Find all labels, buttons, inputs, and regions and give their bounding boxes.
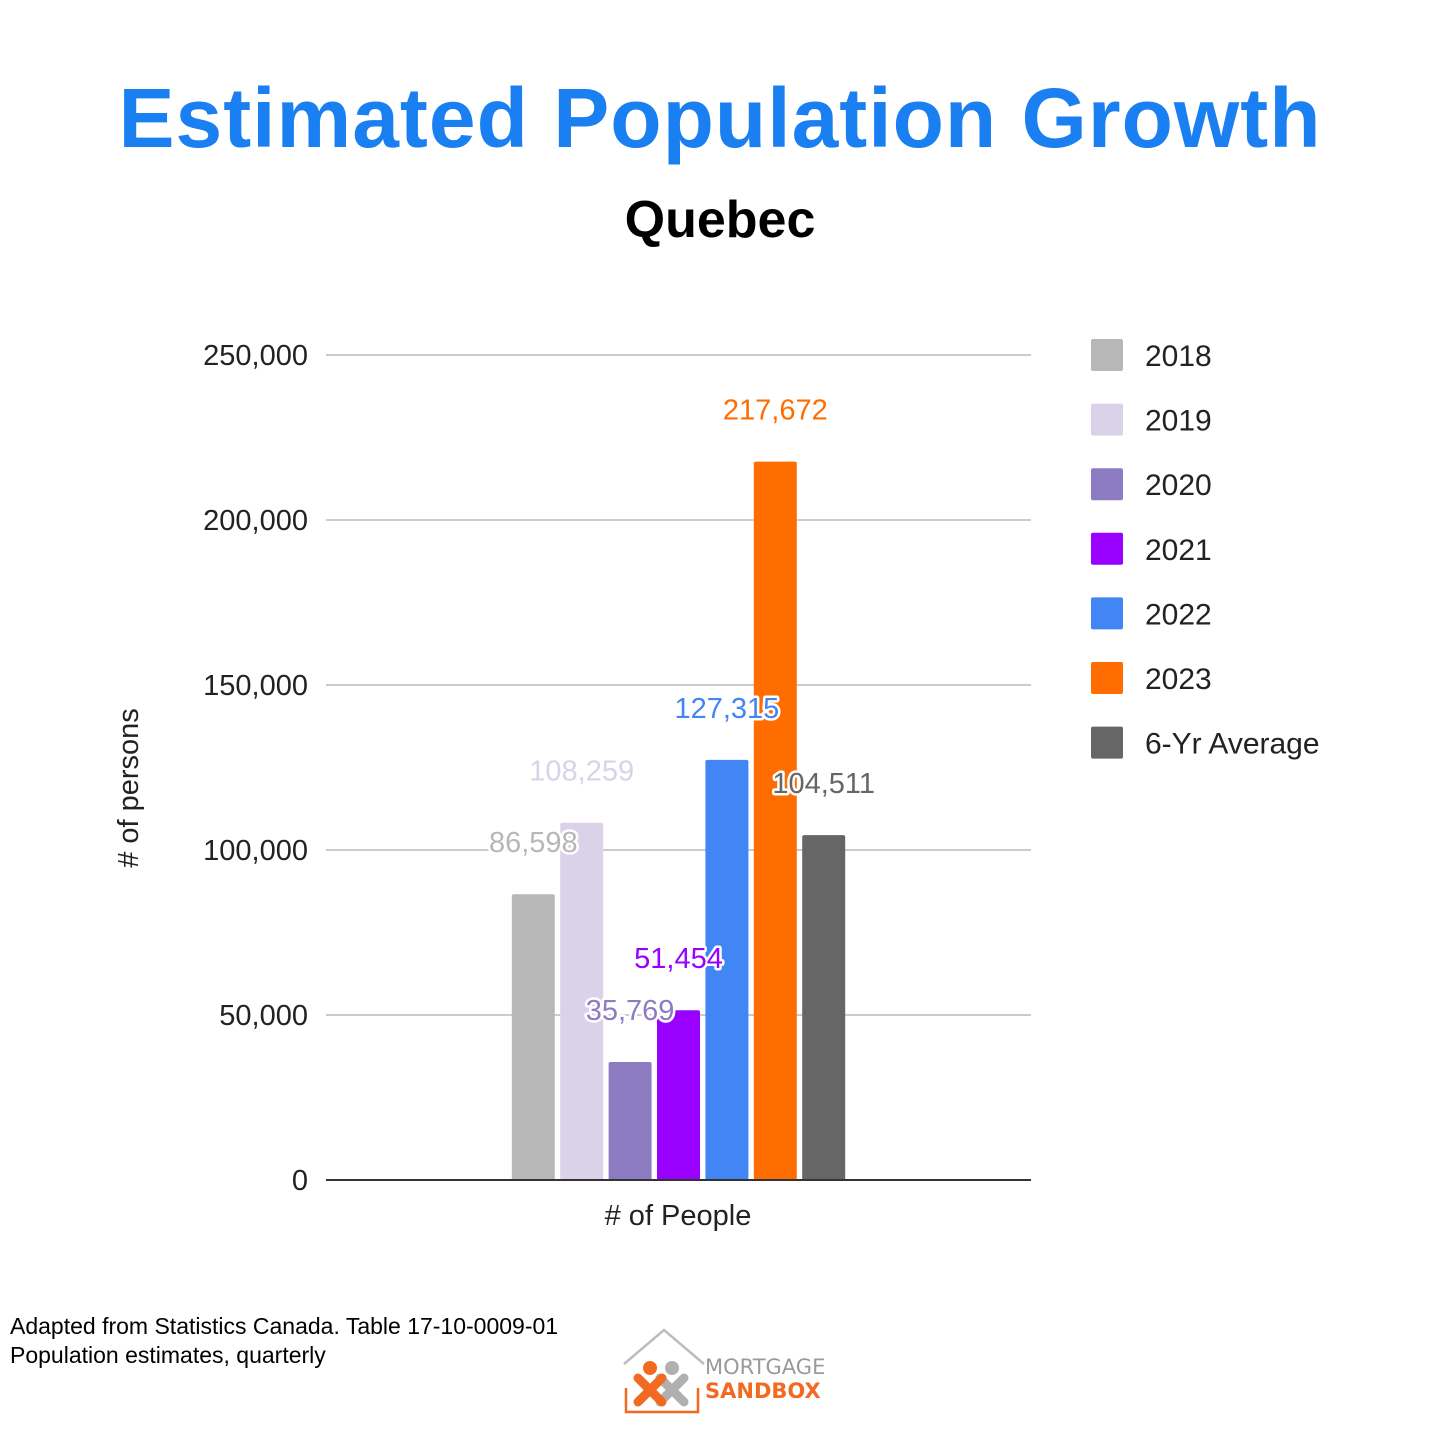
y-axis-ticks: 0 50,000 100,000 150,000 200,000 250,000: [203, 340, 308, 1197]
legend-swatch: [1091, 532, 1123, 565]
y-tick-label: 250,000: [203, 340, 308, 372]
legend-swatch: [1091, 662, 1123, 694]
y-tick-label: 150,000: [203, 670, 308, 702]
y-tick-label: 100,000: [203, 835, 308, 867]
legend-label: 2023: [1145, 663, 1212, 696]
legend-swatch: [1091, 597, 1123, 630]
source-note: Adapted from Statistics Canada. Table 17…: [10, 1312, 558, 1370]
logo-text-mortgage: MORTGAGE: [705, 1355, 825, 1379]
data-label: 35,769: [586, 995, 675, 1027]
y-axis-label: # of persons: [113, 708, 145, 868]
person-body-orange-icon: [633, 1373, 667, 1407]
legend-label: 2022: [1145, 598, 1212, 631]
chart-subtitle: Quebec: [624, 191, 816, 249]
bar-2018: [511, 894, 555, 1180]
legend-label: 2020: [1145, 469, 1212, 502]
legend: 2018 2019 2020 2021 2022 2023 6-Yr Average: [1091, 339, 1320, 761]
bar-2021: [657, 1010, 700, 1180]
legend-label: 6-Yr Average: [1145, 728, 1320, 761]
legend-label: 2021: [1145, 534, 1212, 567]
data-label: 86,598: [489, 827, 578, 859]
bar-2019: [560, 822, 604, 1180]
x-axis-label: # of People: [605, 1200, 752, 1232]
data-labels: 86,598 108,259 35,769 51,454 127,315 217,672 1…: [486, 392, 877, 1029]
legend-swatch: [1091, 468, 1123, 501]
y-tick-label: 0: [292, 1165, 308, 1197]
legend-swatch: [1091, 403, 1123, 436]
data-label: 104,511: [772, 768, 875, 800]
bar-2020: [608, 1061, 652, 1180]
y-tick-label: 50,000: [219, 1000, 308, 1032]
data-label: 51,454: [634, 943, 723, 975]
legend-swatch: [1091, 339, 1123, 371]
legend-swatch: [1091, 726, 1123, 759]
person-head-orange-icon: [643, 1361, 657, 1375]
house-outline-icon: [623, 1328, 705, 1365]
legend-label: 2018: [1145, 340, 1212, 373]
data-label: 127,315: [674, 693, 779, 725]
bar-6-yr-average: [802, 835, 846, 1180]
data-label: 108,259: [529, 756, 634, 788]
grid-lines: [326, 354, 1031, 1016]
data-label: 217,672: [723, 395, 828, 427]
y-tick-label: 200,000: [203, 505, 308, 537]
source-line-2: Population estimates, quarterly: [10, 1342, 326, 1368]
bar-2022: [705, 759, 749, 1180]
person-head-gray-icon: [665, 1361, 679, 1375]
chart-title: Estimated Population Growth: [118, 71, 1322, 165]
legend-label: 2019: [1145, 405, 1212, 438]
source-line-1: Adapted from Statistics Canada. Table 17…: [10, 1313, 559, 1339]
box-bracket-icon: [624, 1388, 700, 1414]
logo-text-sandbox: SANDBOX: [705, 1379, 821, 1403]
bar-2023: [753, 461, 797, 1181]
bars: [511, 461, 846, 1181]
mortgage-sandbox-logo: MORTGAGE SANDBOX: [623, 1328, 825, 1414]
